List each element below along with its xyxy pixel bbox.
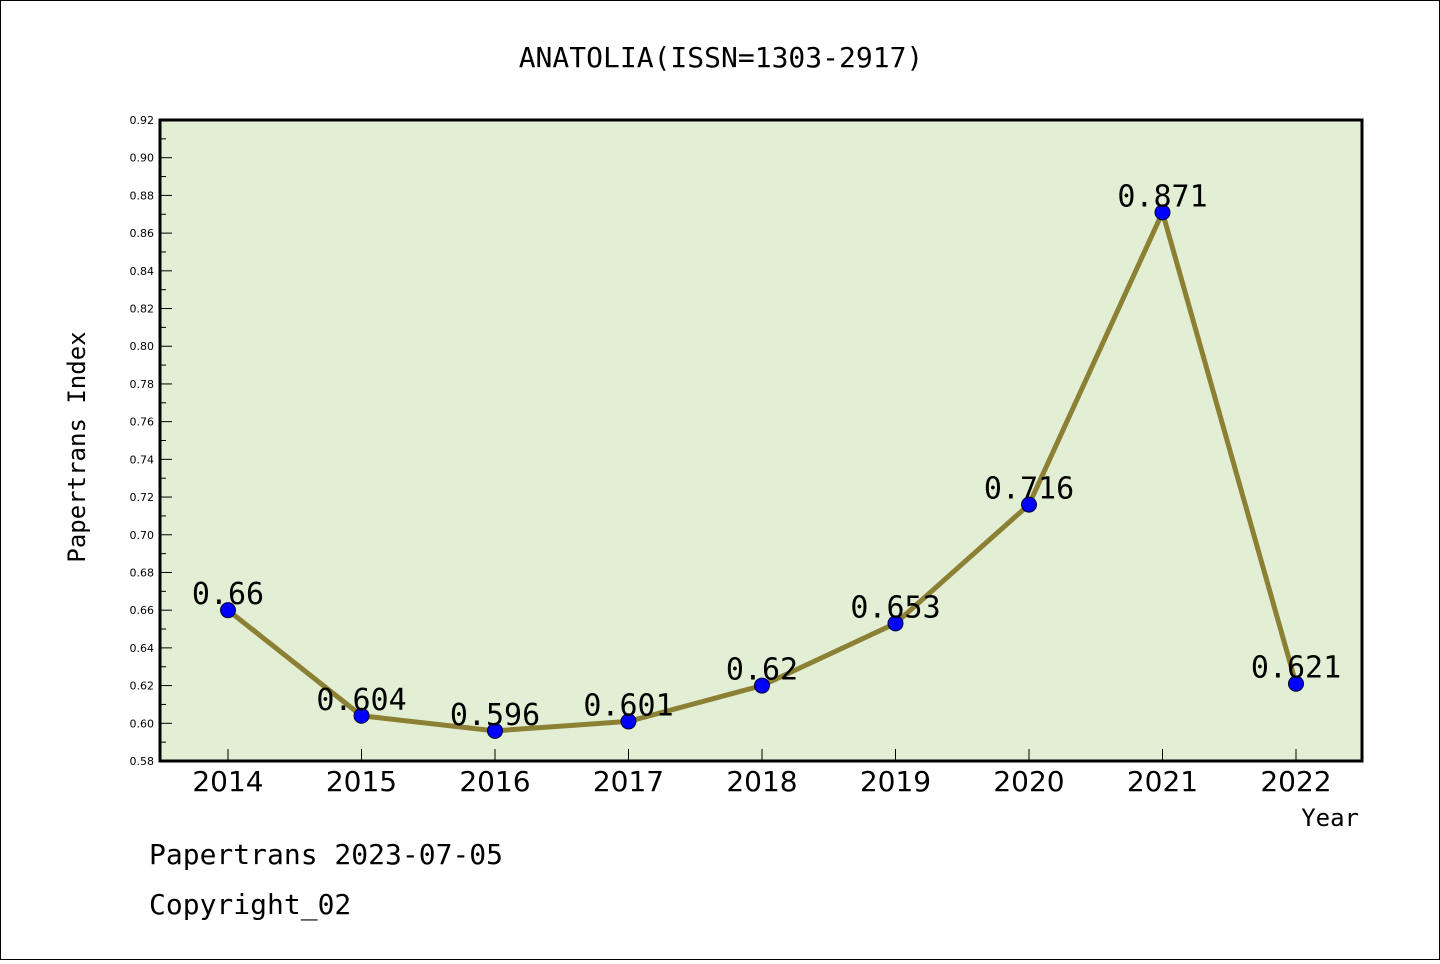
data-point: [1021, 496, 1037, 513]
y-tick-label: 0.82: [130, 303, 155, 316]
data-labels: 0.66 0.604 0.596 0.601 0.62 0.653 0.716 0.871 0.…: [192, 179, 1341, 732]
y-tick-label: 0.60: [130, 717, 155, 730]
data-label: 0.871: [1117, 179, 1207, 214]
x-tick-label: 2015: [326, 765, 397, 798]
data-point: [487, 722, 503, 739]
y-tick-label: 0.76: [130, 416, 155, 429]
y-tick-label: 0.80: [130, 340, 155, 353]
data-label: 0.653: [850, 590, 940, 625]
data-point: [887, 615, 904, 632]
x-tick-label: 2019: [860, 765, 931, 798]
y-tick-label: 0.88: [130, 189, 155, 202]
footer-date: Papertrans 2023-07-05: [149, 838, 503, 871]
y-tick-label: 0.78: [130, 378, 155, 391]
y-axis: 0.58 0.60 0.62 0.64 0.66 0.68 0.70 0.72 0.74 0.76…: [130, 114, 172, 768]
x-tick-label: 2018: [726, 765, 797, 798]
data-label: 0.62: [726, 653, 798, 688]
x-tick-label: 2021: [1127, 765, 1198, 798]
y-axis-label: Papertrans Index: [63, 331, 91, 562]
data-label: 0.596: [450, 698, 540, 733]
x-tick-label: 2020: [993, 765, 1064, 798]
x-tick-label: 2022: [1260, 765, 1331, 798]
y-tick-label: 0.70: [130, 529, 155, 542]
y-tick-label: 0.68: [130, 566, 155, 579]
y-tick-label: 0.66: [130, 604, 155, 617]
data-label: 0.66: [192, 577, 264, 612]
data-label: 0.601: [583, 688, 673, 723]
data-markers: [220, 204, 1304, 739]
y-tick-label: 0.72: [130, 491, 155, 504]
y-tick-label: 0.90: [130, 152, 155, 165]
x-tick-label: 2014: [192, 765, 263, 798]
footer-copyright: Copyright_02: [149, 888, 351, 922]
data-point: [353, 707, 370, 724]
y-tick-label: 0.58: [130, 755, 155, 768]
plot-area: [158, 118, 1364, 763]
y-tick-label: 0.84: [130, 265, 155, 278]
x-tick-label: 2017: [593, 765, 664, 798]
data-point: [1288, 675, 1304, 692]
data-label: 0.621: [1251, 651, 1341, 686]
data-point: [754, 677, 770, 694]
data-label: 0.604: [316, 683, 406, 718]
x-axis-label: Year: [1301, 804, 1359, 832]
data-point: [1154, 204, 1171, 221]
data-label: 0.716: [984, 472, 1074, 507]
y-tick-label: 0.86: [130, 227, 155, 240]
y-tick-label: 0.62: [130, 680, 155, 693]
y-tick-label: 0.92: [130, 114, 155, 127]
data-point: [220, 602, 236, 619]
chart-title: ANATOLIA(ISSN=1303-2917): [519, 41, 924, 74]
x-tick-label: 2016: [459, 765, 530, 798]
x-axis: 2014 2015 2016 2017 2018 2019 2020 2021 2022: [192, 749, 1332, 798]
y-tick-label: 0.74: [130, 453, 155, 466]
data-point: [620, 713, 637, 730]
y-tick-label: 0.64: [130, 642, 155, 655]
